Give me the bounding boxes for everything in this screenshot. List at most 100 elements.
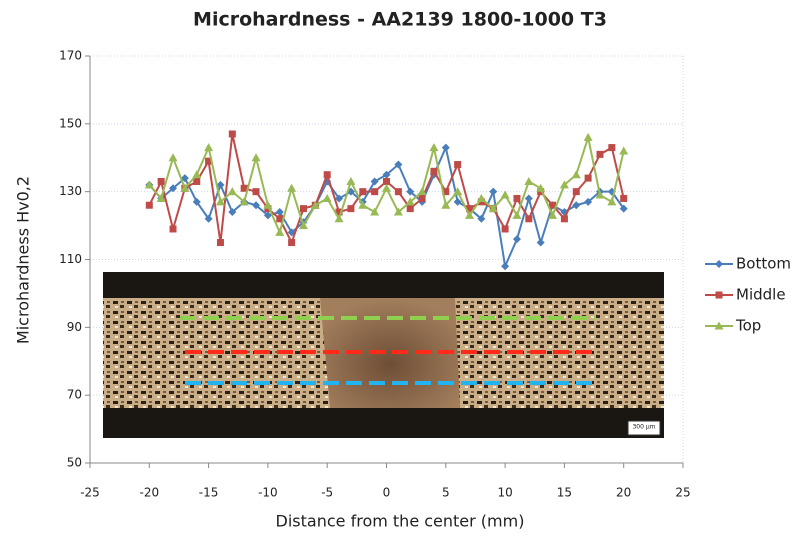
y-tick-label: 90 — [67, 320, 82, 334]
marker — [501, 262, 510, 271]
marker — [263, 200, 273, 209]
x-tick-label: -15 — [199, 486, 219, 500]
marker — [227, 187, 237, 196]
marker — [500, 190, 510, 199]
marker — [595, 190, 605, 199]
marker — [512, 235, 521, 244]
marker — [298, 221, 308, 230]
marker — [608, 144, 616, 152]
marker — [252, 188, 260, 196]
marker — [180, 183, 190, 192]
marker — [263, 211, 272, 220]
marker — [430, 167, 438, 175]
y-tick-label: 110 — [59, 252, 82, 266]
marker — [417, 187, 427, 196]
marker — [536, 183, 546, 192]
marker — [358, 200, 368, 209]
chart-title: Microhardness - AA2139 1800-1000 T3 — [193, 9, 607, 31]
scale-bar-label: 300 µm — [632, 424, 655, 431]
x-tick-label: -25 — [80, 486, 100, 500]
x-tick-label: -10 — [258, 486, 278, 500]
marker — [228, 130, 236, 138]
marker — [145, 201, 153, 209]
marker — [524, 176, 534, 185]
marker — [252, 201, 261, 210]
marker — [310, 200, 320, 209]
marker — [512, 210, 522, 219]
marker — [406, 187, 415, 196]
marker — [370, 177, 379, 186]
y-tick-label: 170 — [59, 49, 82, 63]
y-tick-label: 50 — [67, 456, 82, 470]
marker — [371, 188, 379, 196]
marker — [584, 174, 592, 182]
marker — [192, 170, 202, 179]
marker — [441, 143, 450, 152]
x-tick-label: 20 — [616, 486, 631, 500]
marker — [513, 194, 521, 202]
marker — [205, 157, 213, 165]
marker — [359, 188, 367, 196]
marker — [287, 183, 297, 192]
marker — [382, 170, 391, 179]
marker — [583, 132, 593, 141]
marker — [276, 215, 284, 223]
marker — [559, 180, 569, 189]
marker — [169, 184, 178, 193]
marker — [572, 188, 580, 196]
y-tick-label: 150 — [59, 116, 82, 130]
marker — [144, 180, 154, 189]
x-tick-label: 0 — [383, 486, 391, 500]
marker — [180, 174, 189, 183]
marker — [216, 239, 224, 247]
marker — [619, 146, 629, 155]
marker — [240, 184, 248, 192]
y-axis-label: Microhardness Hv0,2 — [14, 176, 33, 344]
marker — [429, 143, 439, 152]
marker — [215, 197, 225, 206]
scale-box — [627, 420, 661, 436]
x-tick-label: -20 — [139, 486, 159, 500]
marker — [288, 239, 296, 247]
micrograph: 300 µm — [103, 272, 664, 438]
marker — [393, 207, 403, 216]
marker — [454, 161, 462, 169]
legend-label: Middle — [736, 286, 786, 304]
marker — [168, 153, 178, 162]
marker — [157, 177, 165, 185]
series — [144, 132, 629, 236]
marker — [169, 225, 177, 233]
marker — [442, 188, 450, 196]
marker — [323, 171, 331, 179]
marker — [346, 176, 356, 185]
marker — [216, 180, 225, 189]
marker — [596, 150, 604, 158]
marker — [560, 215, 568, 223]
marker — [370, 207, 380, 216]
marker — [406, 205, 414, 213]
marker — [620, 194, 628, 202]
marker — [584, 197, 593, 206]
marker — [322, 193, 332, 202]
marker — [275, 208, 284, 217]
x-tick-label: 15 — [557, 486, 572, 500]
marker — [619, 204, 628, 213]
legend-label: Top — [735, 317, 761, 335]
marker — [334, 214, 344, 223]
marker — [465, 210, 475, 219]
marker — [536, 238, 545, 247]
marker — [394, 160, 403, 169]
marker — [192, 197, 201, 206]
marker — [549, 201, 557, 209]
marker — [193, 177, 201, 185]
marker — [714, 321, 724, 330]
marker — [275, 227, 285, 236]
marker — [466, 205, 474, 213]
marker — [382, 183, 391, 192]
legend-label: Bottom — [736, 255, 791, 273]
y-tick-label: 70 — [67, 388, 82, 402]
marker — [525, 215, 533, 223]
marker — [239, 197, 249, 206]
marker — [476, 193, 486, 202]
